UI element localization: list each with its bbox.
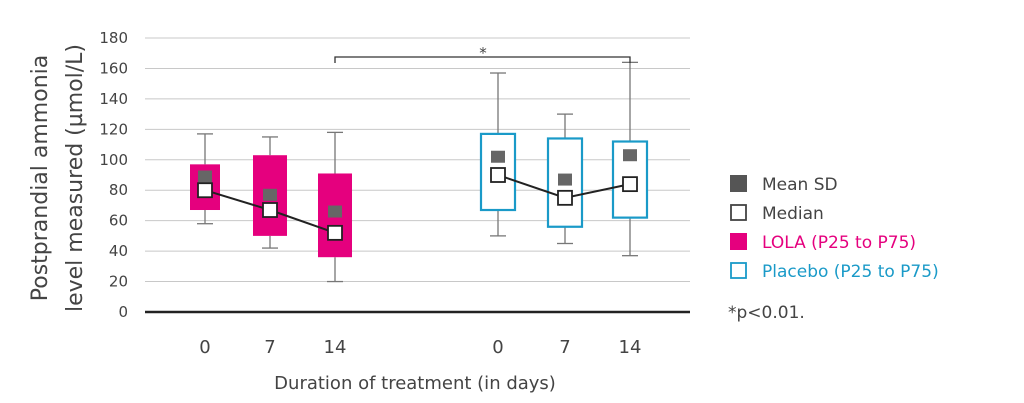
- y-tick-label: 80: [109, 181, 128, 199]
- box-plots: [190, 61, 649, 283]
- box-lola-day-7: [253, 136, 287, 249]
- mean-marker: [328, 205, 342, 218]
- legend-swatch: [730, 204, 747, 221]
- x-tick-label: 7: [264, 337, 275, 358]
- y-tick-label: 20: [109, 273, 128, 291]
- x-tick-label: 14: [619, 337, 642, 358]
- gridlines: [145, 37, 690, 283]
- significance-bracket: *: [334, 44, 631, 63]
- y-tick-label: 0: [118, 303, 128, 321]
- legend: Mean SD Median LOLA (P25 to P75) Placebo (P…: [730, 175, 939, 282]
- legend-swatch: [730, 175, 747, 192]
- box-lola-day-0: [190, 133, 220, 225]
- legend-label: Placebo (P25 to P75): [762, 262, 939, 282]
- y-tick-label: 140: [99, 90, 128, 108]
- box-lola-day-14: [318, 131, 352, 283]
- legend-swatch: [730, 233, 747, 250]
- x-axis-title: Duration of treatment (in days): [274, 373, 556, 394]
- legend-item: Placebo (P25 to P75): [730, 262, 939, 282]
- median-marker: [557, 189, 573, 206]
- legend-item: Median: [730, 204, 824, 224]
- median-marker: [622, 176, 638, 193]
- legend-swatch: [730, 262, 747, 279]
- mean-marker: [558, 173, 572, 186]
- x-tick-label: 0: [492, 337, 503, 358]
- y-tick-label: 40: [109, 242, 128, 260]
- y-axis-ticks: 0 20 40 60 80 100 120 140 160 180: [99, 29, 128, 321]
- mean-marker: [491, 150, 505, 163]
- y-axis-title-line-2: level measured (µmol/L): [63, 44, 88, 312]
- mean-marker: [263, 188, 277, 201]
- box-placebo-day-14: [611, 61, 649, 257]
- mean-marker: [623, 149, 637, 162]
- box-placebo-day-7: [546, 113, 584, 245]
- y-tick-label: 120: [99, 120, 128, 138]
- median-marker: [490, 167, 506, 183]
- legend-item: Mean SD: [730, 175, 838, 195]
- y-tick-label: 160: [99, 59, 128, 77]
- median-marker: [327, 224, 343, 241]
- y-tick-label: 180: [99, 29, 128, 47]
- median-marker: [262, 202, 278, 218]
- y-axis-title-line-1: Postprandial ammonia: [28, 55, 53, 301]
- footnote: *p<0.01.: [728, 303, 805, 323]
- x-tick-label: 7: [559, 337, 570, 358]
- y-tick-label: 100: [99, 151, 128, 169]
- legend-label: Mean SD: [762, 175, 838, 195]
- mean-marker: [198, 170, 212, 183]
- x-tick-label: 0: [199, 337, 210, 358]
- median-marker: [197, 182, 213, 199]
- y-tick-label: 60: [109, 212, 128, 230]
- significance-label: *: [479, 44, 487, 62]
- legend-label: Median: [762, 204, 824, 224]
- legend-label: LOLA (P25 to P75): [762, 233, 916, 253]
- x-tick-label: 14: [324, 337, 347, 358]
- box-placebo-day-0: [479, 72, 517, 237]
- legend-item: LOLA (P25 to P75): [730, 233, 916, 253]
- x-axis-ticks: 0 7 14 0 7 14: [199, 337, 641, 358]
- significance-line: [334, 56, 631, 63]
